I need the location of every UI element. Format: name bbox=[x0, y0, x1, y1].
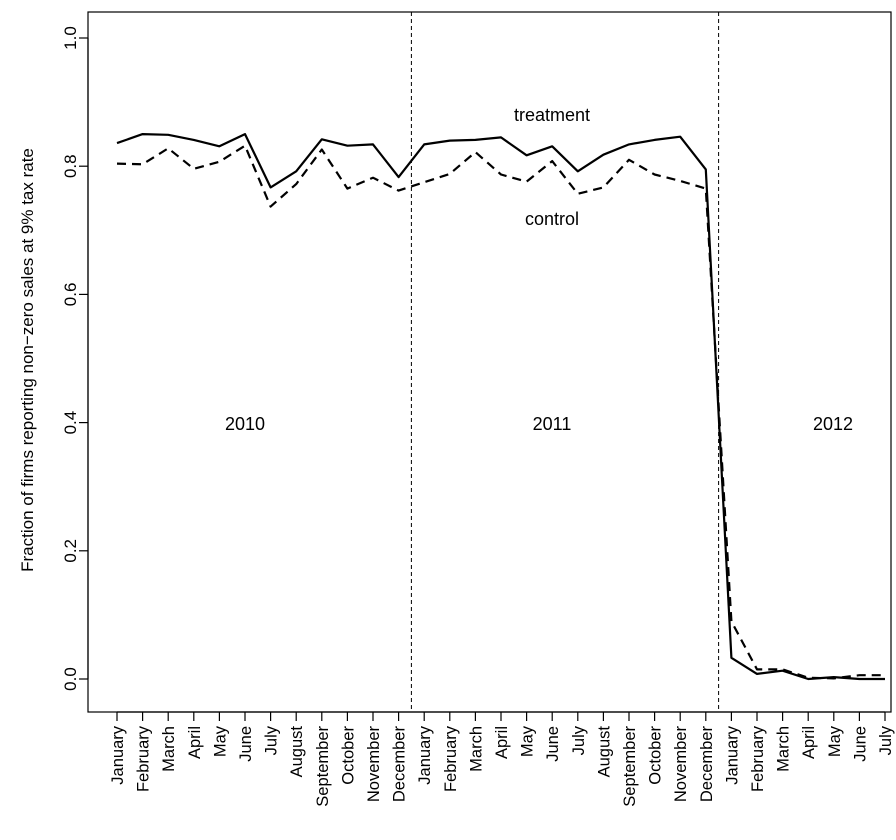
x-tick-label: January bbox=[109, 725, 127, 784]
treatment-series-line bbox=[116, 133, 885, 681]
x-tick-label: February bbox=[442, 725, 460, 792]
x-tick-label: July bbox=[570, 725, 588, 755]
series-lines bbox=[116, 133, 885, 681]
y-tick-label: 0.6 bbox=[61, 283, 80, 307]
year-label-2012: 2012 bbox=[813, 414, 853, 434]
x-tick-label: June bbox=[237, 726, 255, 762]
x-tick-label: January bbox=[416, 725, 434, 784]
x-tick-label: March bbox=[775, 726, 793, 772]
x-tick-label: April bbox=[800, 726, 818, 759]
x-tick-label: August bbox=[595, 726, 613, 778]
x-tick-label: July bbox=[877, 725, 895, 755]
x-tick-label: December bbox=[391, 726, 409, 803]
x-tick-label: January bbox=[723, 725, 741, 784]
x-tick-label: August bbox=[288, 726, 306, 778]
x-tick-label: December bbox=[698, 726, 716, 803]
x-tick-label: May bbox=[826, 725, 844, 757]
x-tick-label: May bbox=[519, 725, 537, 757]
y-tick-label: 0.8 bbox=[61, 154, 80, 178]
plot-frame bbox=[87, 11, 892, 713]
x-tick-label: November bbox=[365, 726, 383, 803]
x-tick-label: February bbox=[749, 725, 767, 792]
y-tick-label: 0.2 bbox=[61, 539, 80, 563]
x-tick-label: March bbox=[160, 726, 178, 772]
year-label-2010: 2010 bbox=[225, 414, 265, 434]
x-tick-label: June bbox=[851, 726, 869, 762]
x-tick-label: October bbox=[647, 726, 665, 785]
x-tick-label: April bbox=[186, 726, 204, 759]
treatment-label: treatment bbox=[514, 105, 590, 125]
control-label: control bbox=[525, 209, 579, 229]
control-series-line bbox=[116, 144, 885, 680]
x-tick-label: June bbox=[544, 726, 562, 762]
year-dividers bbox=[410, 12, 720, 712]
x-tick-label: March bbox=[467, 726, 485, 772]
x-tick-label: July bbox=[263, 725, 281, 755]
year-label-2011: 2011 bbox=[533, 414, 572, 434]
y-tick-label: 0.4 bbox=[61, 411, 80, 435]
x-tick-label: May bbox=[211, 725, 229, 757]
y-axis: 0.0 0.2 0.4 0.6 0.8 1.0 bbox=[61, 26, 89, 691]
x-tick-label: February bbox=[135, 725, 153, 792]
y-tick-label: 1.0 bbox=[61, 26, 80, 50]
y-tick-label: 0.0 bbox=[61, 667, 80, 691]
x-tick-label: April bbox=[493, 726, 511, 759]
x-tick-label: September bbox=[621, 726, 639, 807]
x-axis: January February March April May June July Augu… bbox=[109, 711, 895, 807]
x-tick-label: September bbox=[314, 726, 332, 807]
x-tick-label: October bbox=[339, 726, 357, 785]
y-axis-label: Fraction of firms reporting non−zero sal… bbox=[18, 148, 37, 572]
x-tick-label: November bbox=[672, 726, 690, 803]
